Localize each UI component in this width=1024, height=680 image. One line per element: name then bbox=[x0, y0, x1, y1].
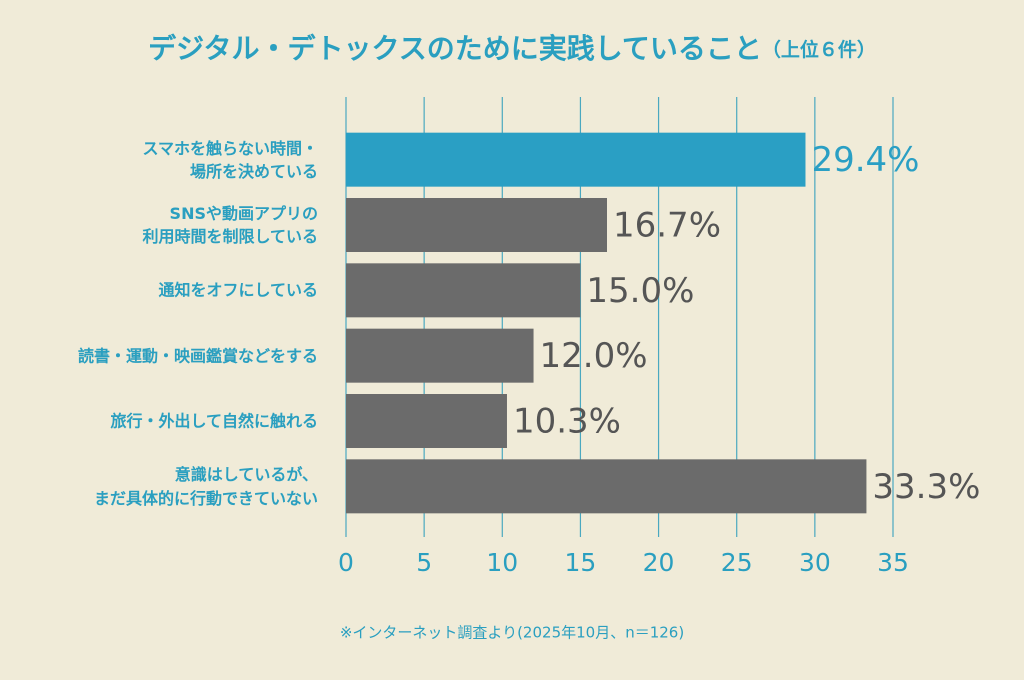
title-text: デジタル・デトックスのために実践していること bbox=[148, 32, 762, 65]
x-tick-label: 30 bbox=[799, 548, 831, 577]
x-tick-label: 25 bbox=[721, 548, 753, 577]
value-label: 15.0% bbox=[586, 271, 694, 311]
value-label: 12.0% bbox=[540, 336, 648, 376]
value-label: 16.7% bbox=[613, 206, 721, 246]
x-tick-label: 5 bbox=[416, 548, 432, 577]
bar bbox=[346, 198, 607, 252]
category-label: 意識はしているが、 まだ具体的に行動できていない bbox=[93, 465, 318, 508]
x-tick-label: 0 bbox=[338, 548, 354, 577]
x-tick-label: 20 bbox=[643, 548, 675, 577]
bar bbox=[346, 263, 581, 318]
footnote: ※インターネット調査より(2025年10月、n＝126) bbox=[340, 624, 684, 642]
x-tick-label: 15 bbox=[565, 548, 597, 577]
category-label: スマホを触らない時間・ 場所を決めている bbox=[142, 138, 318, 181]
value-label: 10.3% bbox=[513, 402, 621, 442]
bar bbox=[346, 328, 534, 383]
chart-title: デジタル・デトックスのために実践していること（上位６件） bbox=[148, 32, 876, 65]
subtitle-text: （上位６件） bbox=[762, 38, 876, 61]
bar bbox=[346, 459, 867, 514]
category-label: 読書・運動・映画鑑賞などをする bbox=[77, 346, 318, 366]
x-tick-label: 10 bbox=[486, 548, 518, 577]
bar bbox=[346, 132, 806, 187]
bar bbox=[346, 394, 507, 448]
category-label: SNSや動画アプリの 利用時間を制限している bbox=[142, 203, 318, 246]
category-label: 通知をオフにしている bbox=[158, 280, 318, 300]
x-tick-label: 35 bbox=[877, 548, 909, 577]
value-label: 33.3% bbox=[872, 467, 980, 507]
category-label: 旅行・外出して自然に触れる bbox=[110, 411, 318, 431]
value-label: 29.4% bbox=[811, 140, 919, 180]
